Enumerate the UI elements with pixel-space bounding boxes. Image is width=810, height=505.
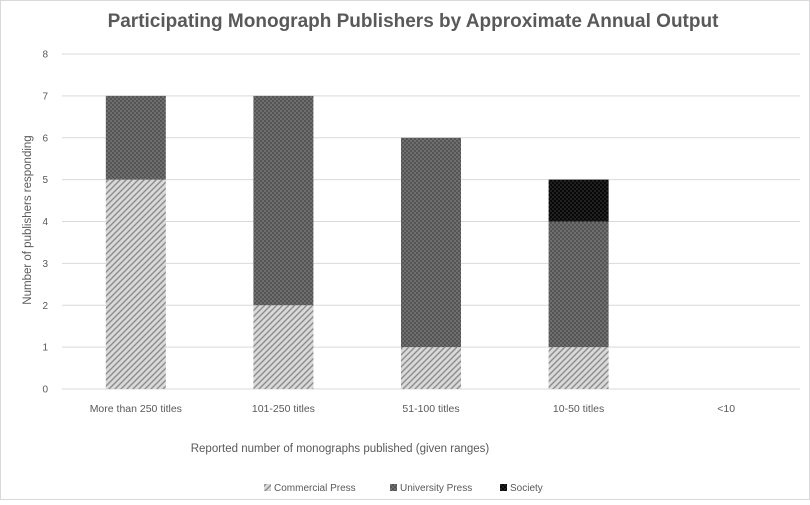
y-tick-label: 3 bbox=[42, 259, 48, 270]
legend: Commercial Press University Press Society bbox=[264, 483, 543, 494]
y-tick-label: 5 bbox=[42, 175, 48, 186]
legend-swatch bbox=[390, 484, 397, 491]
y-tick-label: 0 bbox=[42, 385, 48, 396]
x-category-label: 101-250 titles bbox=[252, 403, 315, 415]
y-tick-label: 7 bbox=[42, 91, 48, 102]
legend-label: University Press bbox=[400, 483, 472, 494]
bar-segment-commercial-press bbox=[253, 305, 314, 389]
x-category-label: More than 250 titles bbox=[90, 403, 182, 415]
bar-segment-commercial-press bbox=[401, 347, 461, 389]
x-axis-categories: More than 250 titles 101-250 titles 51-100… bbox=[90, 403, 736, 415]
bar-segment-university-press bbox=[401, 137, 461, 348]
bar-segment-society bbox=[548, 179, 609, 222]
legend-label: Commercial Press bbox=[274, 483, 356, 494]
bar-segment-university-press bbox=[548, 221, 609, 348]
legend-swatch bbox=[264, 484, 271, 491]
x-axis-title: Reported number of monographs published … bbox=[191, 443, 490, 455]
y-tick-label: 1 bbox=[42, 343, 48, 354]
y-tick-label: 4 bbox=[42, 217, 48, 228]
y-tick-label: 8 bbox=[42, 50, 48, 61]
y-axis-ticks: 0 1 2 3 4 5 6 7 8 bbox=[42, 50, 48, 396]
legend-label: Society bbox=[510, 483, 543, 494]
bar-segment-commercial-press bbox=[548, 347, 609, 389]
y-axis-title: Number of publishers responding bbox=[22, 135, 34, 304]
y-tick-label: 2 bbox=[42, 301, 48, 312]
bar-segment-university-press bbox=[105, 95, 166, 180]
chart-title: Participating Monograph Publishers by Ap… bbox=[108, 11, 720, 32]
bars bbox=[105, 95, 609, 389]
x-category-label: 51-100 titles bbox=[402, 403, 459, 415]
x-category-label: <10 bbox=[717, 403, 735, 415]
bar-segment-university-press bbox=[253, 95, 314, 306]
bar-segment-commercial-press bbox=[105, 179, 166, 389]
y-tick-label: 6 bbox=[42, 133, 48, 144]
x-category-label: 10-50 titles bbox=[553, 403, 604, 415]
legend-swatch bbox=[500, 484, 507, 491]
